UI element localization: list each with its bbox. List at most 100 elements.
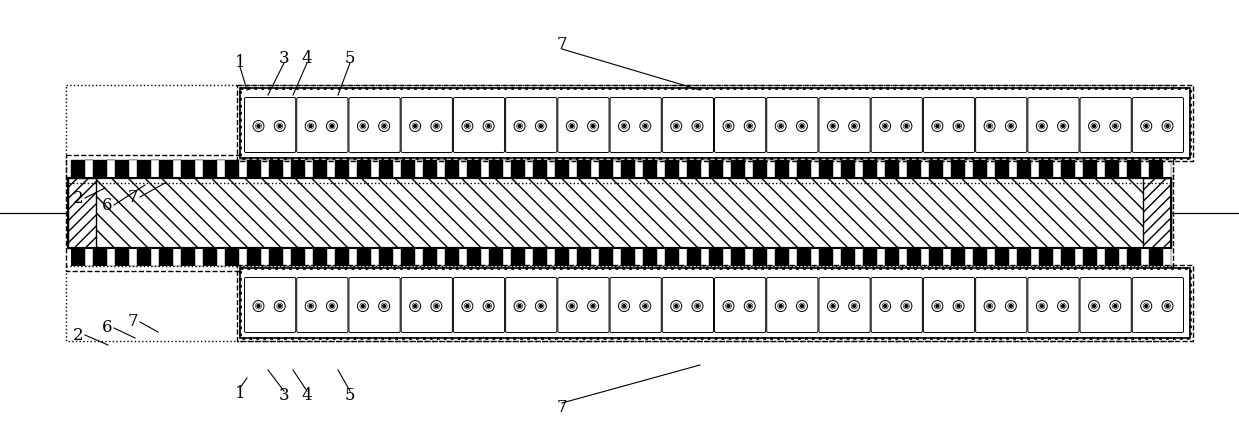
Circle shape: [487, 125, 491, 128]
Bar: [240, 88, 1189, 158]
FancyBboxPatch shape: [871, 97, 922, 153]
Text: 7: 7: [556, 400, 567, 416]
Circle shape: [279, 305, 281, 307]
Bar: [239, 248, 247, 266]
Bar: [393, 160, 401, 178]
Bar: [819, 160, 833, 178]
Bar: [313, 160, 327, 178]
Circle shape: [539, 125, 543, 128]
Bar: [1053, 160, 1061, 178]
Circle shape: [935, 125, 939, 128]
Text: 1: 1: [234, 385, 245, 402]
Circle shape: [1093, 125, 1095, 128]
Bar: [686, 160, 701, 178]
Circle shape: [779, 125, 782, 128]
Bar: [636, 160, 643, 178]
Bar: [855, 248, 864, 266]
Bar: [393, 160, 401, 178]
Bar: [929, 160, 943, 178]
Text: 2: 2: [73, 326, 83, 343]
Bar: [68, 178, 1171, 248]
Text: 7: 7: [128, 314, 139, 331]
Circle shape: [748, 125, 751, 128]
Circle shape: [383, 305, 385, 307]
Bar: [621, 160, 636, 178]
Circle shape: [518, 305, 520, 307]
Bar: [724, 160, 731, 178]
Bar: [789, 248, 797, 266]
Bar: [181, 160, 195, 178]
Circle shape: [831, 305, 834, 307]
Bar: [1009, 160, 1017, 178]
Bar: [327, 160, 335, 178]
Bar: [503, 248, 510, 266]
Bar: [1075, 160, 1083, 178]
Bar: [613, 248, 621, 266]
Bar: [1141, 248, 1149, 266]
Bar: [701, 160, 709, 178]
Bar: [943, 160, 952, 178]
Bar: [415, 248, 422, 266]
Bar: [437, 160, 445, 178]
Bar: [701, 248, 709, 266]
FancyBboxPatch shape: [1080, 97, 1131, 153]
Bar: [66, 85, 1173, 183]
Circle shape: [883, 305, 887, 307]
Bar: [943, 248, 952, 266]
Text: 1: 1: [234, 54, 245, 71]
FancyBboxPatch shape: [349, 278, 400, 332]
FancyBboxPatch shape: [1028, 278, 1079, 332]
Bar: [458, 160, 467, 178]
Bar: [745, 248, 753, 266]
Circle shape: [1145, 305, 1147, 307]
FancyBboxPatch shape: [923, 97, 975, 153]
Bar: [282, 160, 291, 178]
Bar: [107, 160, 115, 178]
Circle shape: [675, 125, 678, 128]
Bar: [415, 160, 422, 178]
Bar: [701, 160, 709, 178]
Circle shape: [1062, 305, 1064, 307]
Circle shape: [466, 125, 468, 128]
Bar: [129, 160, 138, 178]
Circle shape: [831, 125, 834, 128]
Bar: [657, 160, 665, 178]
Circle shape: [256, 305, 260, 307]
FancyBboxPatch shape: [663, 278, 714, 332]
Bar: [525, 160, 533, 178]
Circle shape: [1041, 125, 1043, 128]
FancyBboxPatch shape: [401, 278, 452, 332]
Bar: [885, 160, 900, 178]
Circle shape: [696, 305, 699, 307]
Bar: [1105, 160, 1119, 178]
Bar: [237, 265, 1193, 341]
Bar: [93, 160, 107, 178]
Bar: [900, 248, 907, 266]
Bar: [1009, 160, 1017, 178]
FancyBboxPatch shape: [244, 278, 296, 332]
Bar: [85, 160, 93, 178]
Circle shape: [362, 125, 364, 128]
Bar: [510, 160, 525, 178]
Bar: [965, 160, 973, 178]
Bar: [240, 268, 1189, 338]
Text: 4: 4: [301, 388, 312, 405]
FancyBboxPatch shape: [506, 278, 556, 332]
FancyBboxPatch shape: [244, 97, 296, 153]
Bar: [349, 160, 357, 178]
Bar: [657, 160, 665, 178]
Bar: [151, 160, 159, 178]
Circle shape: [958, 125, 960, 128]
Bar: [965, 248, 973, 266]
Bar: [877, 160, 885, 178]
Circle shape: [592, 125, 595, 128]
Text: 7: 7: [128, 189, 139, 206]
Text: 7: 7: [556, 36, 567, 53]
Circle shape: [383, 125, 385, 128]
FancyBboxPatch shape: [819, 278, 870, 332]
Bar: [401, 160, 415, 178]
Bar: [115, 160, 129, 178]
Circle shape: [904, 125, 908, 128]
Bar: [1009, 248, 1017, 266]
Bar: [173, 160, 181, 178]
